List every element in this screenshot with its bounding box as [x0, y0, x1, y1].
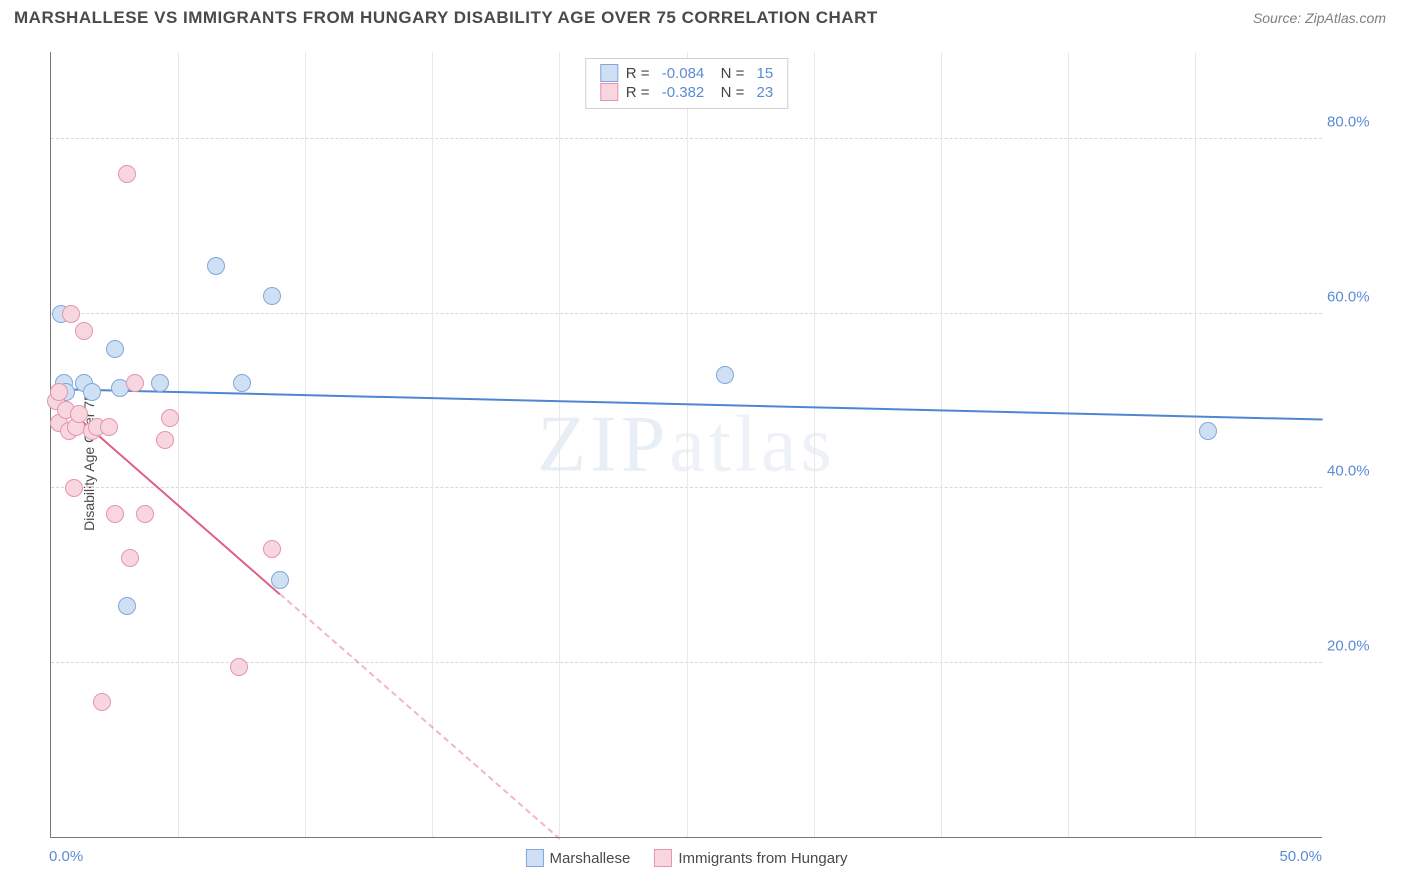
data-point-hungary: [75, 322, 93, 340]
data-point-hungary: [93, 693, 111, 711]
source-attribution: Source: ZipAtlas.com: [1253, 10, 1386, 26]
data-point-hungary: [136, 505, 154, 523]
data-point-hungary: [126, 374, 144, 392]
gridline-v: [432, 52, 433, 837]
r-label: R =: [626, 84, 654, 101]
legend-item-hungary: Immigrants from Hungary: [654, 849, 847, 867]
r-value: -0.382: [662, 84, 705, 101]
stats-row-marshallese: R = -0.084 N = 15: [600, 64, 773, 82]
gridline-v: [559, 52, 560, 837]
data-point-hungary: [50, 383, 68, 401]
stats-row-hungary: R = -0.382 N = 23: [600, 83, 773, 101]
y-tick-label: 40.0%: [1327, 463, 1382, 480]
x-tick-label: 50.0%: [1279, 848, 1322, 865]
y-tick-label: 20.0%: [1327, 637, 1382, 654]
data-point-marshallese: [106, 340, 124, 358]
r-label: R =: [626, 65, 654, 82]
data-point-marshallese: [271, 571, 289, 589]
data-point-marshallese: [207, 257, 225, 275]
plot-area: ZIPatlas R = -0.084 N = 15R = -0.382 N =…: [50, 52, 1322, 838]
n-label: N =: [712, 65, 748, 82]
legend-item-marshallese: Marshallese: [525, 849, 630, 867]
data-point-marshallese: [118, 597, 136, 615]
gridline-v: [941, 52, 942, 837]
data-point-hungary: [100, 418, 118, 436]
stats-legend: R = -0.084 N = 15R = -0.382 N = 23: [585, 58, 788, 109]
data-point-marshallese: [716, 366, 734, 384]
watermark-bold: ZIP: [537, 400, 669, 488]
chart-title: MARSHALLESE VS IMMIGRANTS FROM HUNGARY D…: [14, 8, 878, 28]
n-label: N =: [712, 84, 748, 101]
data-point-marshallese: [151, 374, 169, 392]
swatch-icon: [654, 849, 672, 867]
legend-label: Immigrants from Hungary: [678, 850, 847, 867]
n-value: 23: [757, 84, 774, 101]
data-point-hungary: [161, 409, 179, 427]
gridline-v: [305, 52, 306, 837]
legend-label: Marshallese: [549, 850, 630, 867]
data-point-hungary: [230, 658, 248, 676]
swatch-icon: [600, 83, 618, 101]
data-point-hungary: [118, 165, 136, 183]
trendline-extended: [279, 593, 560, 839]
gridline-v: [1195, 52, 1196, 837]
series-legend: Marshallese Immigrants from Hungary: [525, 849, 847, 867]
x-tick-label: 0.0%: [49, 848, 83, 865]
gridline-v: [1068, 52, 1069, 837]
data-point-hungary: [121, 549, 139, 567]
gridline-v: [814, 52, 815, 837]
data-point-hungary: [263, 540, 281, 558]
data-point-hungary: [70, 405, 88, 423]
data-point-hungary: [106, 505, 124, 523]
r-value: -0.084: [662, 65, 705, 82]
gridline-v: [687, 52, 688, 837]
watermark-rest: atlas: [669, 400, 836, 488]
y-tick-label: 80.0%: [1327, 114, 1382, 131]
y-tick-label: 60.0%: [1327, 288, 1382, 305]
data-point-hungary: [65, 479, 83, 497]
data-point-hungary: [62, 305, 80, 323]
n-value: 15: [757, 65, 774, 82]
swatch-icon: [525, 849, 543, 867]
data-point-marshallese: [1199, 422, 1217, 440]
gridline-v: [178, 52, 179, 837]
data-point-marshallese: [83, 383, 101, 401]
chart-container: Disability Age Over 75 ZIPatlas R = -0.0…: [14, 40, 1392, 884]
data-point-marshallese: [263, 287, 281, 305]
data-point-hungary: [156, 431, 174, 449]
data-point-marshallese: [233, 374, 251, 392]
swatch-icon: [600, 64, 618, 82]
